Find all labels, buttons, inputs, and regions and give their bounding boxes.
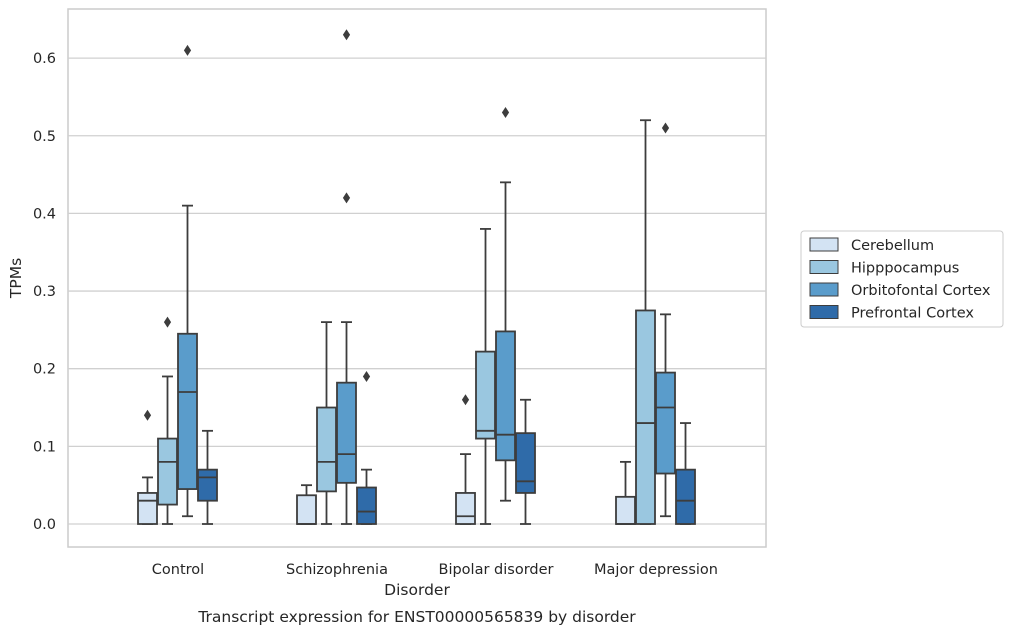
outlier-point [461, 394, 470, 406]
box-major-depression [635, 119, 656, 525]
box-bipolar-disorder [455, 394, 476, 525]
box-schizophrenia [356, 370, 377, 525]
box-major-depression [655, 122, 676, 518]
box-iqr [655, 371, 676, 475]
box-iqr [515, 432, 536, 494]
box-control [177, 44, 198, 518]
legend-frame [800, 230, 1004, 328]
box-iqr [197, 468, 218, 502]
box-control [197, 429, 218, 525]
box-schizophrenia [336, 29, 357, 525]
y-tick-label: 0.0 [33, 517, 56, 533]
box-iqr [455, 492, 476, 525]
legend-label: Prefrontal Cortex [851, 306, 974, 322]
outlier-point [342, 29, 351, 41]
outlier-point [342, 192, 351, 204]
box-schizophrenia [296, 484, 317, 525]
x-tick-label: Schizophrenia [286, 562, 388, 578]
box-iqr [177, 332, 198, 490]
box-bipolar-disorder [475, 228, 496, 525]
y-tick-label: 0.3 [33, 284, 56, 300]
box-iqr [615, 495, 636, 525]
legend-label: Orbitofontal Cortex [851, 283, 991, 299]
chart-caption: Transcript expression for ENST0000056583… [197, 608, 636, 626]
box-iqr [495, 330, 516, 462]
legend-label: Hipppocampus [851, 261, 959, 277]
legend-swatch [809, 305, 839, 319]
box-control [137, 409, 158, 525]
box-major-depression [675, 422, 696, 525]
y-tick-label: 0.5 [33, 129, 56, 145]
x-tick-label: Bipolar disorder [439, 562, 554, 578]
series-prefrontal-cortex [197, 370, 696, 525]
box-iqr [137, 492, 158, 525]
outlier-point [183, 44, 192, 56]
legend-swatch [809, 237, 839, 252]
box-major-depression [615, 460, 636, 525]
y-tick-labels: 0.0 0.1 0.2 0.3 0.4 0.5 0.6 [33, 51, 56, 533]
y-tick-label: 0.6 [33, 51, 56, 67]
box-series [137, 29, 696, 525]
box-bipolar-disorder [495, 106, 516, 502]
box-iqr [316, 406, 337, 493]
legend-label: Cerebellum [851, 238, 934, 254]
box-schizophrenia [316, 321, 337, 525]
box-iqr [675, 468, 696, 525]
box-iqr [356, 486, 377, 525]
legend-swatch [809, 282, 839, 297]
series-cerebellum [137, 394, 636, 525]
box-bipolar-disorder [515, 398, 536, 525]
box-iqr [475, 350, 496, 440]
y-tick-label: 0.2 [33, 362, 56, 378]
y-tick-label: 0.4 [33, 206, 56, 222]
x-axis-title: Disorder [384, 581, 450, 599]
outlier-point [362, 370, 371, 382]
x-tick-label: Control [152, 562, 204, 578]
outlier-point [501, 106, 510, 118]
x-tick-label: Major depression [594, 562, 718, 578]
outlier-point [661, 122, 670, 134]
box-control [157, 316, 178, 525]
y-axis-title: TPMs [7, 258, 25, 299]
outlier-point [163, 316, 172, 328]
box-iqr [296, 494, 317, 525]
x-tick-labels: Control Schizophrenia Bipolar disorder Majo… [152, 562, 718, 578]
outlier-point [143, 409, 152, 421]
box-iqr [157, 437, 178, 506]
legend-swatch [809, 260, 839, 274]
box-iqr [635, 309, 656, 525]
y-tick-label: 0.1 [33, 439, 56, 455]
series-orbitofontal-cortex [177, 29, 676, 525]
legend: Cerebellum Hipppocampus Orbitofontal Corte… [800, 230, 1004, 328]
box-iqr [336, 381, 357, 484]
series-hipppocampus [157, 119, 656, 525]
